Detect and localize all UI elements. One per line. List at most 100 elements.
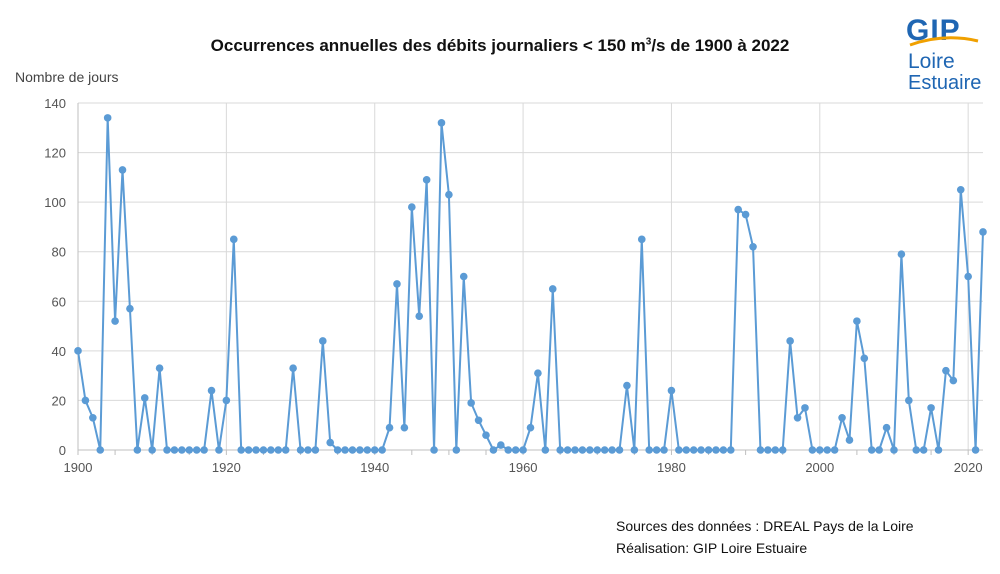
y-tick-label: 40 [52,344,66,359]
data-point [534,369,542,377]
data-point [244,446,253,454]
x-tick-label: 1940 [360,460,389,475]
data-point [89,413,97,422]
data-point [385,423,394,432]
data-point [489,446,498,454]
data-point [378,446,386,454]
data-point [163,446,171,454]
data-point [741,210,750,219]
data-point [541,446,550,454]
data-point [615,446,624,454]
data-point [830,446,839,454]
y-tick-label: 20 [52,393,66,408]
source-note: Sources des données : DREAL Pays de la L… [616,515,914,559]
data-point [222,396,231,405]
data-point [304,446,312,454]
data-point [563,446,572,454]
data-point [155,364,164,373]
data-point [964,272,972,281]
data-point [823,446,832,454]
credit-line: Réalisation: GIP Loire Estuaire [616,540,808,556]
logo-gip-text: GIP [906,14,961,47]
data-point [81,396,90,405]
data-point [608,446,616,454]
data-point [719,446,728,454]
data-point [890,446,898,454]
data-point [178,446,186,454]
data-point [133,446,142,454]
logo-estuaire-text: Estuaire [908,72,982,94]
y-tick-label: 120 [44,146,66,161]
data-point [942,366,950,375]
data-point [318,337,327,345]
data-point [927,404,935,412]
data-point [363,446,372,454]
data-point [734,205,743,214]
data-point [623,381,631,390]
source-line: Sources des données : DREAL Pays de la L… [616,518,914,534]
data-point [474,416,483,425]
data-point [289,364,297,373]
data-point [853,317,861,325]
data-point [519,446,527,454]
data-point [140,394,149,402]
data-point [148,446,156,454]
chart-title-end: /s de 1900 à 2022 [651,36,790,55]
data-point [808,446,817,454]
data-point [793,413,802,422]
data-point [103,114,112,122]
chart-title-main: Occurrences annuelles des débits journal… [210,36,646,55]
data-point [956,185,965,194]
data-point [860,354,869,363]
data-point [96,446,105,454]
data-point [296,446,305,454]
data-point [586,446,594,454]
data-point [445,190,453,199]
data-point [422,176,431,184]
series-points [74,114,987,454]
y-tick-label: 80 [52,245,66,260]
data-point [207,386,216,395]
x-tick-label: 1960 [509,460,538,475]
data-point [185,446,194,454]
data-point [526,423,535,432]
data-point [667,386,676,395]
data-point [556,446,564,454]
data-point [786,337,794,345]
data-point [600,446,609,454]
data-point [749,242,757,251]
y-axis-label: Nombre de jours [15,69,119,85]
data-point [697,446,705,454]
logo-wave-icon [909,36,979,47]
gip-loire-estuaire-logo: GIP Loire Estuaire [900,8,995,98]
data-point [111,317,119,325]
data-point [326,438,335,447]
data-point [274,446,283,454]
data-point [200,446,208,454]
y-tick-label: 140 [44,96,66,111]
data-point [593,446,602,454]
data-point [452,446,461,454]
data-point [400,423,409,432]
y-tick-label: 60 [52,294,66,309]
chart-title: Occurrences annuelles des débits journal… [0,36,1000,56]
data-point [771,446,780,454]
data-point [838,413,846,422]
data-point [919,446,928,454]
data-point [949,376,958,385]
data-point [504,446,513,454]
data-point [875,446,883,454]
data-point [882,423,891,432]
data-point [637,235,646,244]
data-point [74,347,82,355]
data-point [704,446,713,454]
data-point [437,119,446,127]
data-point [511,446,520,454]
data-point [393,280,401,288]
chart-title-superscript: 3 [645,36,652,48]
data-point [764,446,772,454]
data-point [897,250,906,258]
data-point [408,203,416,211]
data-point [459,272,468,281]
data-point [333,446,342,454]
